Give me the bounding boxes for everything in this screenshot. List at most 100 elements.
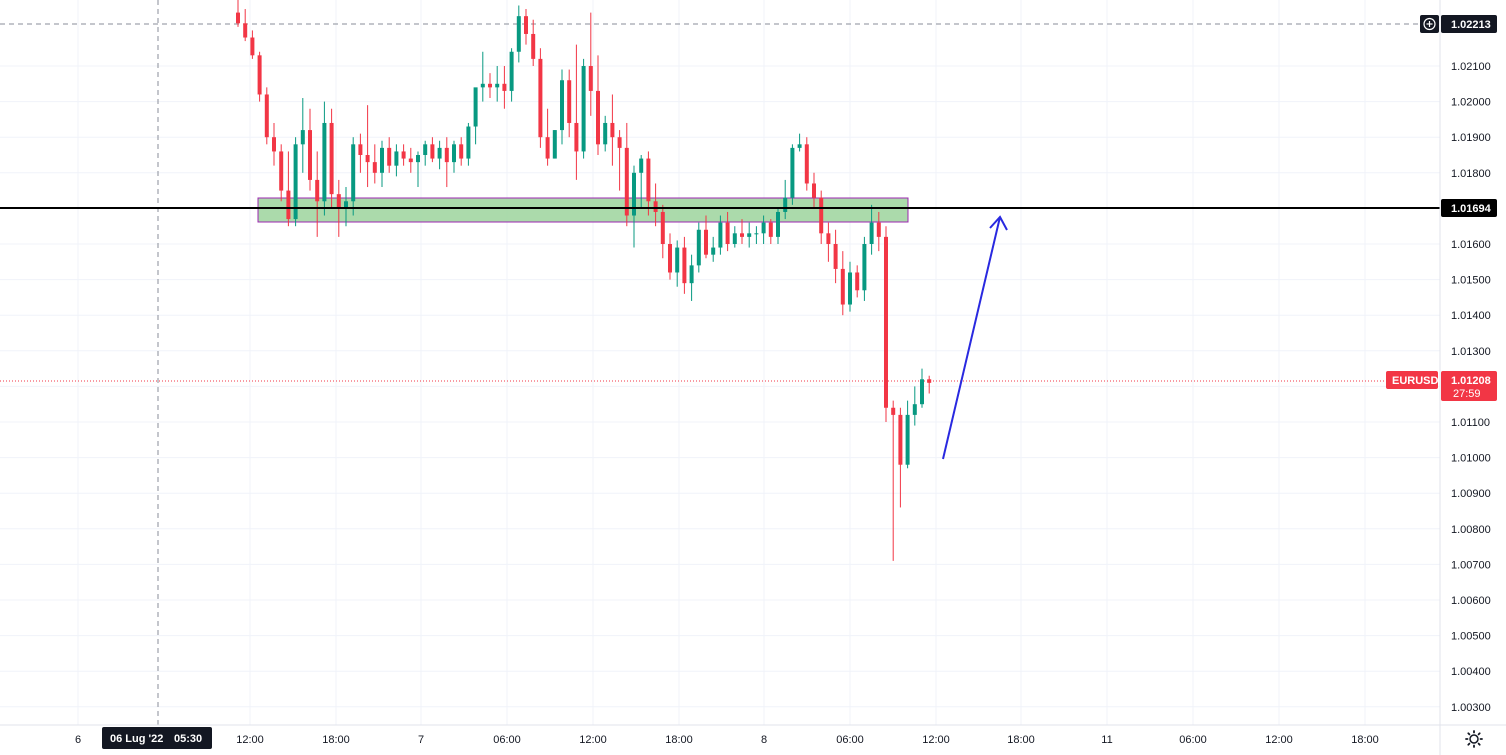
candle bbox=[444, 137, 449, 188]
candle bbox=[279, 144, 284, 202]
time-tick-label: 18:00 bbox=[1007, 734, 1035, 746]
candle bbox=[293, 137, 298, 227]
candle bbox=[675, 240, 680, 287]
price-tick-label: 1.01000 bbox=[1451, 453, 1491, 465]
candle-body bbox=[840, 268, 845, 305]
candle bbox=[927, 375, 932, 394]
candle-body bbox=[480, 83, 485, 88]
time-tick-label: 06:00 bbox=[1179, 734, 1207, 746]
candle bbox=[459, 137, 464, 166]
candle bbox=[286, 151, 291, 227]
crosshair-time-tag: 06 Lug '22 05:30 bbox=[102, 727, 212, 749]
trend-arrow[interactable] bbox=[942, 215, 1008, 460]
candle-body bbox=[560, 80, 564, 131]
candle-body bbox=[596, 90, 600, 145]
candle bbox=[898, 407, 903, 508]
candle-body bbox=[862, 244, 867, 291]
candle-body bbox=[610, 122, 615, 138]
candle-body bbox=[372, 162, 377, 173]
time-tick-label: 8 bbox=[761, 734, 767, 746]
candle bbox=[531, 19, 536, 66]
price-tick-label: 1.00700 bbox=[1451, 559, 1491, 571]
candle-body bbox=[488, 83, 492, 88]
candle bbox=[768, 219, 773, 244]
candle-body bbox=[891, 407, 896, 415]
last-price-tag: EURUSD 1.01208 27:59 bbox=[1386, 371, 1497, 401]
candle-body bbox=[365, 155, 370, 163]
candle bbox=[480, 51, 485, 102]
candle bbox=[401, 144, 406, 166]
candle bbox=[466, 122, 471, 166]
candle bbox=[315, 151, 320, 237]
candle-body bbox=[279, 151, 284, 191]
candle-body bbox=[905, 414, 910, 465]
candle bbox=[380, 140, 384, 188]
candle bbox=[560, 69, 564, 145]
candle-body bbox=[416, 155, 420, 163]
candle bbox=[452, 140, 456, 173]
candle bbox=[833, 229, 838, 284]
candle-body bbox=[272, 137, 276, 152]
candle bbox=[840, 251, 845, 316]
candle-body bbox=[552, 130, 557, 159]
candle-body bbox=[704, 229, 708, 255]
candle-body bbox=[380, 147, 384, 173]
candle-body bbox=[812, 183, 816, 198]
candle-body bbox=[308, 130, 312, 180]
candle-body bbox=[761, 222, 766, 234]
last-price-value: 1.01208 bbox=[1451, 375, 1491, 387]
support-resistance-zone[interactable] bbox=[257, 197, 909, 223]
candle bbox=[740, 219, 744, 244]
candle bbox=[596, 55, 600, 155]
candle-body bbox=[646, 158, 651, 202]
candle bbox=[912, 386, 917, 426]
price-tick-label: 1.01600 bbox=[1451, 239, 1491, 251]
candle bbox=[250, 30, 255, 59]
candle bbox=[848, 261, 852, 312]
time-axis[interactable]: 6 12:00 18:00 7 06:00 12:00 18:00 8 06:00 12:00 18… bbox=[75, 734, 1379, 746]
candle-body bbox=[437, 147, 442, 159]
price-tick-label: 1.02000 bbox=[1451, 97, 1491, 109]
candle-body bbox=[711, 247, 716, 255]
candle bbox=[473, 87, 478, 145]
candle-body bbox=[732, 233, 737, 244]
candle bbox=[819, 190, 824, 244]
candle bbox=[394, 144, 399, 177]
candle bbox=[588, 12, 593, 116]
candle-body bbox=[675, 247, 680, 273]
candle bbox=[567, 69, 572, 138]
candle bbox=[524, 9, 528, 45]
candle bbox=[236, 0, 240, 27]
price-tick-label: 1.02100 bbox=[1451, 61, 1491, 73]
candle bbox=[300, 98, 305, 173]
candle bbox=[725, 211, 730, 252]
candle-body bbox=[466, 126, 471, 159]
candle bbox=[754, 226, 759, 244]
candle-body bbox=[336, 194, 341, 209]
candle-body bbox=[293, 144, 298, 220]
candle bbox=[387, 137, 392, 173]
candle-body bbox=[747, 233, 752, 237]
candle bbox=[624, 122, 629, 227]
candle bbox=[581, 58, 586, 159]
candle bbox=[790, 144, 795, 205]
candle-body bbox=[869, 222, 874, 244]
candle bbox=[905, 400, 910, 469]
candle-body bbox=[264, 94, 269, 138]
candle-body bbox=[884, 236, 888, 408]
candle-body bbox=[315, 179, 320, 202]
candle bbox=[855, 265, 860, 298]
plus-circle-icon[interactable] bbox=[1423, 17, 1436, 31]
price-tick-label: 1.00600 bbox=[1451, 595, 1491, 607]
candle-body bbox=[804, 144, 809, 184]
candle-body bbox=[329, 122, 334, 195]
candle-body bbox=[696, 229, 701, 266]
candle bbox=[416, 151, 420, 188]
candle-body bbox=[898, 414, 903, 465]
candle bbox=[257, 51, 262, 102]
crosshair-price-value: 1.02213 bbox=[1451, 19, 1491, 31]
candle-body bbox=[603, 122, 608, 145]
gear-icon[interactable] bbox=[1465, 730, 1483, 748]
